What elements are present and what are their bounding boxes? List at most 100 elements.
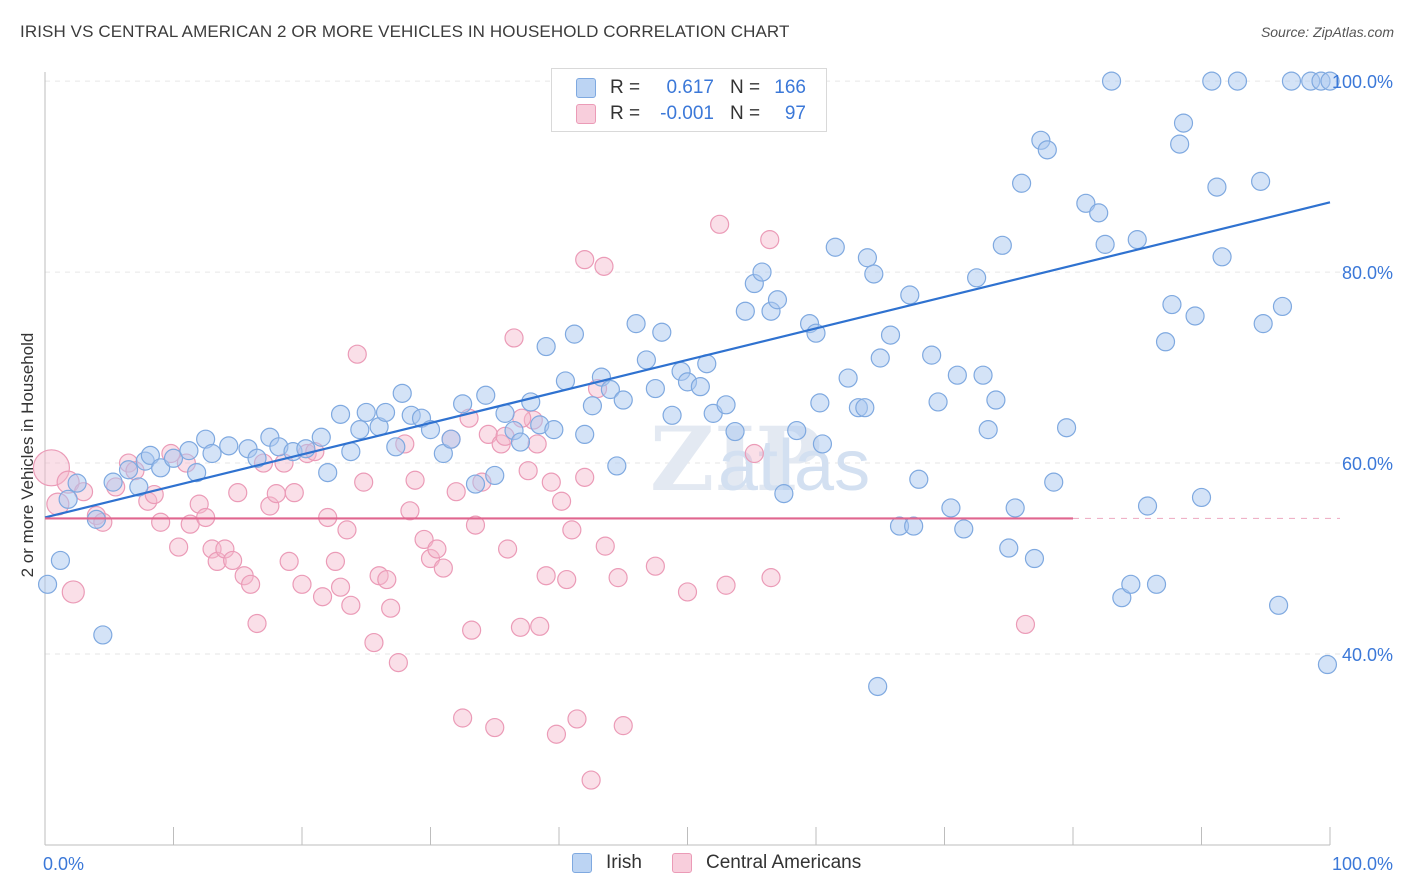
point-central-americans	[312, 587, 333, 607]
point-irish	[904, 516, 924, 536]
point-central-americans	[465, 515, 486, 535]
point-irish	[1281, 71, 1302, 91]
point-central-americans	[381, 598, 401, 618]
point-irish	[1037, 140, 1057, 160]
legend-row-irish: R = 0.617 N = 166	[576, 75, 806, 101]
point-central-americans	[32, 449, 71, 487]
point-central-americans	[608, 568, 628, 588]
point-irish	[967, 268, 987, 288]
series-legend-irish[interactable]: Irish	[572, 852, 642, 874]
point-irish	[67, 473, 87, 493]
y-tick-label: 100.0%	[1332, 72, 1393, 92]
point-irish	[330, 404, 351, 424]
point-irish	[465, 474, 486, 494]
legend-n-label: N =	[730, 77, 761, 98]
point-central-americans	[485, 717, 505, 738]
point-irish	[521, 392, 541, 412]
point-central-americans	[292, 574, 312, 594]
legend-n-value: 166	[774, 77, 806, 98]
point-irish	[1101, 71, 1122, 91]
point-irish	[1162, 294, 1182, 315]
point-irish	[544, 420, 564, 440]
point-irish	[607, 456, 627, 476]
point-irish	[725, 421, 745, 442]
point-central-americans	[478, 424, 498, 445]
point-irish	[1155, 332, 1176, 352]
x-tick-label-min: 0.0%	[43, 854, 84, 874]
point-irish	[1253, 314, 1273, 334]
point-central-americans	[228, 483, 248, 503]
point-irish	[947, 365, 967, 385]
series-legend: Irish Central Americans	[0, 852, 1406, 876]
point-central-americans	[530, 616, 550, 636]
legend-r-label: R =	[610, 77, 641, 98]
point-central-americans	[504, 328, 524, 348]
point-irish	[857, 248, 878, 268]
point-central-americans	[241, 574, 261, 594]
x-tick-label-max: 100.0%	[1332, 854, 1393, 874]
point-irish	[868, 676, 888, 697]
point-irish	[311, 427, 331, 447]
series-label-central-americans: Central Americans	[706, 852, 862, 873]
series-legend-central-americans[interactable]: Central Americans	[672, 852, 861, 874]
point-central-americans	[364, 632, 384, 653]
point-central-americans	[541, 472, 561, 492]
point-irish	[163, 448, 184, 468]
point-irish	[93, 625, 113, 645]
point-central-americans	[169, 537, 189, 557]
point-central-americans	[575, 467, 595, 487]
y-axis-title: 2 or more Vehicles in Household	[18, 333, 37, 578]
point-irish	[1005, 498, 1025, 518]
point-irish	[58, 489, 78, 509]
point-irish	[626, 314, 646, 334]
point-irish	[179, 441, 199, 461]
point-central-americans	[446, 482, 466, 502]
point-central-americans	[223, 550, 243, 571]
point-central-americans	[645, 556, 665, 576]
legend-n-label: N =	[730, 103, 761, 124]
point-irish	[1137, 496, 1158, 516]
chart-source: Source: ZipAtlas.com	[1260, 24, 1394, 40]
point-central-americans	[744, 443, 764, 464]
point-irish	[1320, 71, 1340, 91]
point-irish	[1095, 234, 1115, 254]
point-central-americans	[247, 613, 267, 634]
point-central-americans	[61, 580, 85, 604]
point-irish	[392, 383, 412, 403]
point-irish	[954, 519, 974, 539]
series-swatch-central-americans	[672, 853, 692, 873]
point-irish	[652, 322, 672, 342]
chart-title: IRISH VS CENTRAL AMERICAN 2 OR MORE VEHI…	[20, 22, 790, 41]
point-irish	[767, 290, 788, 310]
point-central-americans	[462, 620, 482, 640]
point-central-americans	[433, 558, 453, 578]
legend-swatch-central-americans	[576, 104, 596, 124]
point-irish	[774, 484, 794, 504]
point-irish	[812, 434, 833, 454]
point-irish	[838, 368, 858, 388]
point-irish	[810, 393, 830, 413]
legend-r-value: -0.001	[660, 103, 714, 124]
point-central-americans	[716, 575, 736, 595]
point-central-americans	[377, 569, 397, 590]
point-central-americans	[546, 724, 567, 744]
legend-n-value: 97	[784, 103, 806, 124]
point-irish	[690, 377, 710, 397]
point-irish	[600, 379, 621, 400]
point-central-americans	[536, 566, 556, 586]
point-irish	[582, 396, 603, 416]
point-central-americans	[581, 770, 601, 790]
point-irish	[909, 469, 929, 489]
point-irish	[973, 365, 993, 385]
point-irish	[219, 436, 239, 456]
point-irish	[1191, 487, 1212, 508]
point-irish	[350, 420, 370, 440]
point-irish	[978, 420, 998, 440]
point-central-americans	[562, 520, 582, 540]
point-irish	[129, 477, 149, 497]
point-irish	[855, 398, 875, 418]
point-irish	[151, 458, 171, 478]
point-irish	[1011, 173, 1032, 193]
point-central-americans	[266, 484, 286, 504]
